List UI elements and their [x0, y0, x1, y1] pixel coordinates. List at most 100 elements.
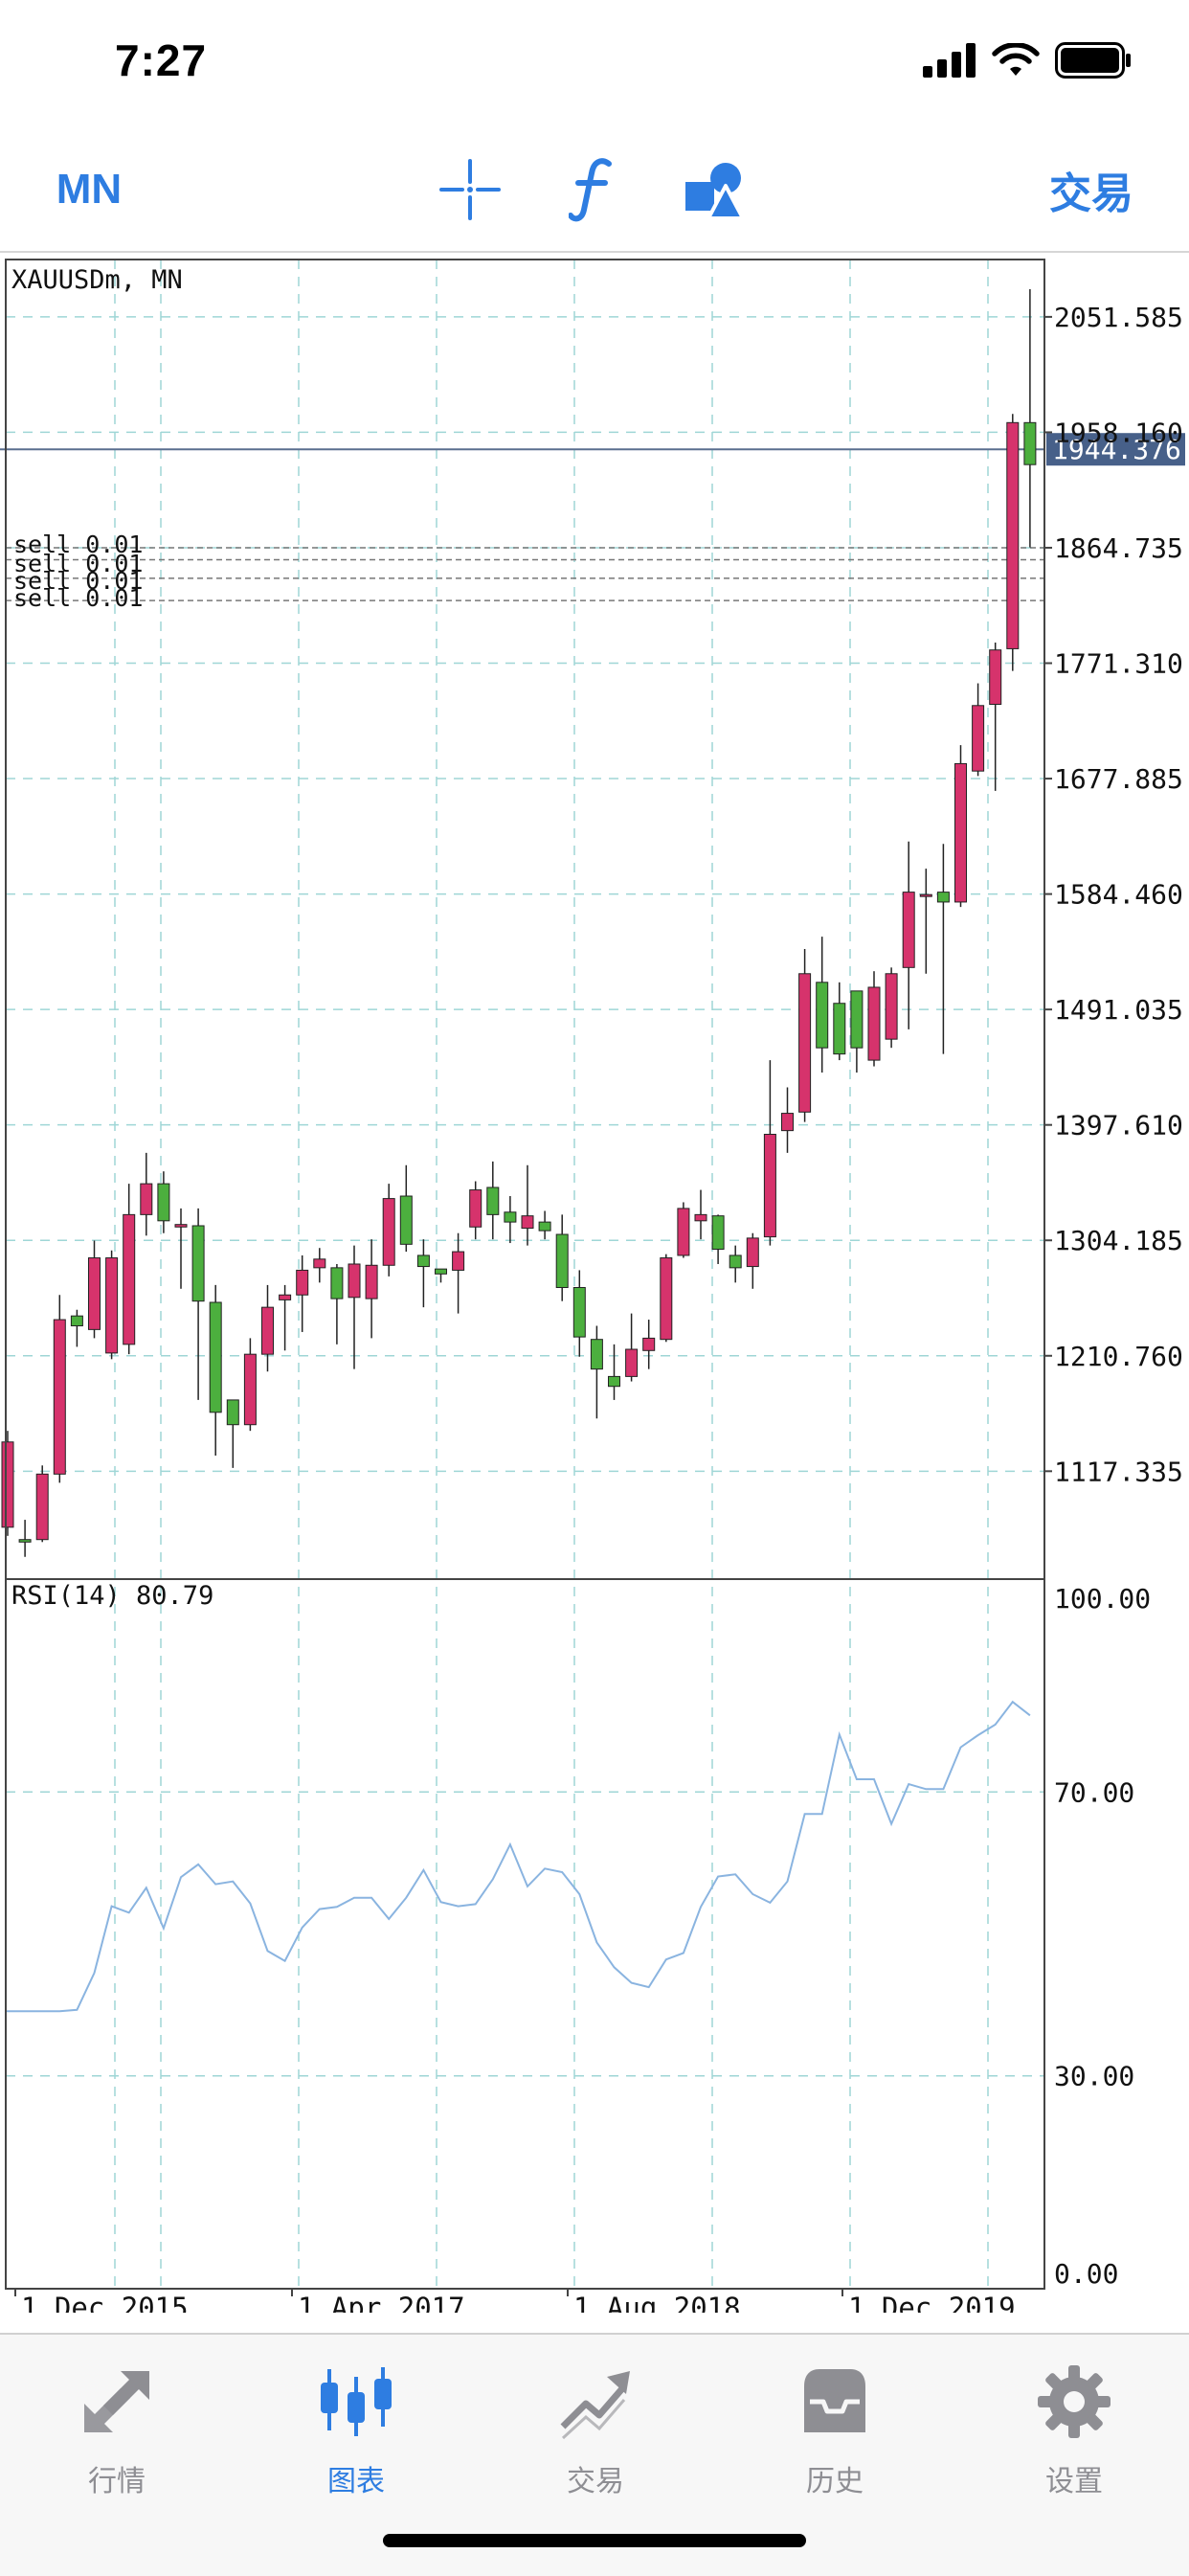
candle-bear — [746, 1237, 759, 1268]
date-label: 1 Apr 2017 — [298, 2292, 465, 2313]
candle-bear — [296, 1269, 309, 1296]
candle-bear — [88, 1257, 101, 1330]
candle-bull — [711, 1215, 725, 1250]
rsi-tick-label: 30.00 — [1054, 2061, 1134, 2092]
candle-bear — [781, 1113, 794, 1132]
price-tick-label: 1771.310 — [1054, 648, 1183, 680]
candle-bull — [70, 1315, 83, 1326]
candle-bear — [469, 1189, 482, 1228]
function-icon — [569, 158, 612, 222]
candle-bull — [416, 1254, 430, 1268]
candle-bull — [608, 1375, 620, 1388]
price-tick-label: 1117.335 — [1054, 1456, 1183, 1487]
candle-bear — [452, 1251, 465, 1271]
candle-bear — [521, 1215, 534, 1230]
candle-bear — [677, 1208, 690, 1256]
battery-icon — [1055, 42, 1131, 79]
tab-quotes-label: 行情 — [88, 2466, 146, 2497]
price-tick-label: 1304.185 — [1054, 1225, 1183, 1256]
current-price-tag — [1046, 433, 1185, 466]
tab-settings-label: 设置 — [1045, 2466, 1103, 2497]
tab-settings[interactable]: 设置 — [998, 2354, 1151, 2497]
rsi-tick-label: 0.00 — [1054, 2258, 1118, 2290]
price-tick-label: 1210.760 — [1054, 1341, 1183, 1372]
order-label: sell 0.01 — [13, 531, 143, 558]
symbol-label: XAUUSDm, MN — [11, 265, 183, 295]
candle-bear — [763, 1134, 776, 1238]
rsi-tick-label: 70.00 — [1054, 1776, 1134, 1808]
price-tick-label: 1677.885 — [1054, 763, 1183, 795]
shapes-icon — [685, 163, 745, 220]
candle-bear — [1, 1441, 14, 1528]
wifi-icon — [992, 43, 1040, 76]
candle-bull — [816, 982, 829, 1049]
order-label: sell 0.01 — [13, 567, 143, 595]
candle-bear — [261, 1306, 274, 1355]
candlestick-chart-icon — [321, 2367, 392, 2436]
order-label: sell 0.01 — [13, 584, 143, 612]
tab-chart[interactable]: 图表 — [280, 2354, 433, 2497]
chart-frame — [5, 259, 1045, 2290]
objects-button[interactable] — [682, 155, 752, 224]
tab-chart-label: 图表 — [327, 2466, 385, 2497]
crosshair-button[interactable] — [437, 155, 504, 224]
candle-bear — [348, 1263, 361, 1299]
trade-button[interactable]: 交易 — [1049, 170, 1133, 217]
cellular-signal-icon — [923, 43, 976, 78]
candle-bear — [642, 1337, 656, 1351]
status-bar: 7:27 — [0, 0, 1189, 124]
candle-bull — [157, 1183, 170, 1222]
candle-bear — [902, 892, 915, 968]
tab-quotes[interactable]: 行情 — [40, 2354, 193, 2497]
candle-bear — [35, 1473, 49, 1541]
candle-bear — [625, 1348, 639, 1377]
candle-bull — [936, 892, 950, 903]
toolbar-divider — [0, 251, 1189, 253]
candle-bull — [1023, 421, 1037, 465]
candle-bear — [174, 1224, 188, 1228]
candle-bear — [382, 1198, 395, 1266]
candle-bear — [954, 762, 967, 903]
price-tick-label: 1864.735 — [1054, 532, 1183, 564]
candle-bear — [885, 973, 898, 1040]
status-time: 7:27 — [115, 35, 208, 85]
chart-toolbar: MN 交易 — [0, 134, 1189, 249]
candle-bear — [989, 649, 1002, 705]
candle-bear — [972, 705, 985, 772]
indicators-button[interactable] — [559, 155, 626, 224]
tab-trade-label: 交易 — [567, 2466, 624, 2497]
rsi-tick-label: 100.00 — [1054, 1583, 1151, 1615]
candle-bull — [209, 1301, 222, 1413]
tab-trade[interactable]: 交易 — [519, 2354, 672, 2497]
candle-bear — [867, 986, 881, 1061]
candle-bull — [399, 1195, 413, 1245]
order-label: sell 0.01 — [13, 550, 143, 577]
candle-bear — [798, 973, 812, 1113]
candle-bear — [243, 1353, 257, 1426]
current-price-label: 1944.376 — [1052, 434, 1181, 465]
tab-history[interactable]: 历史 — [758, 2354, 911, 2497]
candle-bear — [919, 893, 932, 897]
price-tick-label: 2051.585 — [1054, 302, 1183, 333]
price-tick-label: 1397.610 — [1054, 1110, 1183, 1141]
date-label: 1 Dec 2019 — [848, 2292, 1016, 2313]
quotes-arrows-icon — [84, 2371, 149, 2432]
home-indicator — [383, 2534, 806, 2547]
rsi-label: RSI(14) 80.79 — [11, 1581, 213, 1611]
candle-bear — [694, 1213, 707, 1222]
timeframe-button[interactable]: MN — [56, 166, 123, 213]
crosshair-icon — [439, 159, 501, 220]
candle-bear — [105, 1257, 119, 1354]
candle-bear — [313, 1258, 326, 1269]
candle-bull — [226, 1399, 239, 1426]
candle-bull — [435, 1268, 447, 1275]
candle-bull — [486, 1186, 500, 1215]
price-tick-label: 1491.035 — [1054, 994, 1183, 1026]
price-tick-label: 1584.460 — [1054, 879, 1183, 911]
settings-gear-icon — [1038, 2365, 1110, 2438]
candle-bear — [279, 1294, 292, 1300]
candle-bear — [140, 1183, 153, 1215]
candle-bull — [572, 1286, 586, 1338]
candle-bull — [850, 990, 864, 1049]
